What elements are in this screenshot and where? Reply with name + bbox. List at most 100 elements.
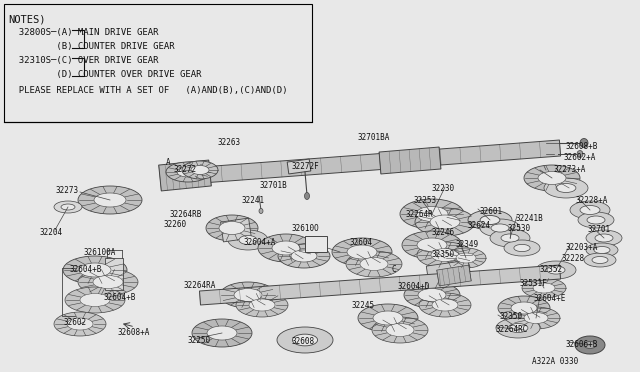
Ellipse shape xyxy=(504,240,540,256)
Ellipse shape xyxy=(220,282,276,308)
Polygon shape xyxy=(200,265,561,305)
Ellipse shape xyxy=(430,215,460,229)
Ellipse shape xyxy=(480,219,520,237)
Ellipse shape xyxy=(511,302,537,314)
Text: A: A xyxy=(166,158,171,167)
Text: 326100A: 326100A xyxy=(83,248,115,257)
Ellipse shape xyxy=(305,192,310,199)
Polygon shape xyxy=(221,218,252,242)
Ellipse shape xyxy=(533,283,555,293)
Ellipse shape xyxy=(93,276,123,289)
Ellipse shape xyxy=(78,186,142,214)
Text: 32272: 32272 xyxy=(174,165,197,174)
Ellipse shape xyxy=(416,206,448,221)
Ellipse shape xyxy=(277,327,333,353)
Ellipse shape xyxy=(386,324,414,337)
Ellipse shape xyxy=(78,269,138,295)
Ellipse shape xyxy=(544,178,588,198)
Text: 32310S─(C) OVER DRIVE GEAR: 32310S─(C) OVER DRIVE GEAR xyxy=(8,56,159,65)
Ellipse shape xyxy=(239,235,257,244)
Ellipse shape xyxy=(191,166,209,174)
Ellipse shape xyxy=(446,248,486,268)
Text: 32273: 32273 xyxy=(56,186,79,195)
Ellipse shape xyxy=(595,234,613,242)
Ellipse shape xyxy=(417,242,473,268)
Ellipse shape xyxy=(594,247,610,253)
Text: 32250: 32250 xyxy=(188,336,211,345)
Text: 32531F: 32531F xyxy=(519,279,547,288)
Text: (D) COUNTER OVER DRIVE GEAR: (D) COUNTER OVER DRIVE GEAR xyxy=(8,70,202,79)
Text: 32604+E: 32604+E xyxy=(534,294,566,303)
Ellipse shape xyxy=(586,243,618,257)
Text: 32260: 32260 xyxy=(164,220,187,229)
Text: C: C xyxy=(392,265,397,274)
Ellipse shape xyxy=(419,293,471,317)
Ellipse shape xyxy=(480,215,500,224)
Ellipse shape xyxy=(67,318,93,330)
Text: 32350: 32350 xyxy=(499,312,522,321)
Text: 32352: 32352 xyxy=(539,265,562,274)
Text: PLEASE REPLACE WITH A SET OF   (A)AND(B),(C)AND(D): PLEASE REPLACE WITH A SET OF (A)AND(B),(… xyxy=(8,86,287,95)
Ellipse shape xyxy=(432,299,458,311)
Text: 32701B: 32701B xyxy=(259,181,287,190)
Text: 32701BA: 32701BA xyxy=(358,133,390,142)
Text: 32264R: 32264R xyxy=(405,210,433,219)
Ellipse shape xyxy=(346,251,402,277)
Ellipse shape xyxy=(259,208,263,214)
Ellipse shape xyxy=(402,231,462,259)
Ellipse shape xyxy=(431,248,459,262)
Ellipse shape xyxy=(278,244,330,268)
Ellipse shape xyxy=(547,266,565,274)
FancyBboxPatch shape xyxy=(4,4,312,122)
Ellipse shape xyxy=(182,161,218,179)
Polygon shape xyxy=(436,265,471,286)
Text: 32204: 32204 xyxy=(39,228,62,237)
Ellipse shape xyxy=(512,307,560,329)
Text: 32604+A: 32604+A xyxy=(244,238,276,247)
FancyBboxPatch shape xyxy=(305,236,327,252)
Ellipse shape xyxy=(575,336,605,354)
Text: 32264RC: 32264RC xyxy=(495,325,527,334)
Ellipse shape xyxy=(580,138,588,148)
Ellipse shape xyxy=(404,282,460,308)
Text: 32241: 32241 xyxy=(241,196,264,205)
Ellipse shape xyxy=(258,234,314,262)
Ellipse shape xyxy=(249,299,275,311)
Ellipse shape xyxy=(584,341,596,349)
Ellipse shape xyxy=(358,304,418,332)
Text: 32604+D: 32604+D xyxy=(397,282,429,291)
Ellipse shape xyxy=(508,324,528,333)
Ellipse shape xyxy=(292,334,317,346)
Ellipse shape xyxy=(468,210,512,230)
Text: 32203+A: 32203+A xyxy=(566,243,598,252)
Ellipse shape xyxy=(373,311,403,325)
Text: NOTES): NOTES) xyxy=(8,14,45,24)
Text: A322A 0330: A322A 0330 xyxy=(532,357,579,366)
Ellipse shape xyxy=(524,165,580,191)
Text: 32245: 32245 xyxy=(351,301,374,310)
Text: 32264RA: 32264RA xyxy=(184,281,216,290)
Text: 32602: 32602 xyxy=(63,318,86,327)
Text: 32263: 32263 xyxy=(218,138,241,147)
Ellipse shape xyxy=(206,215,258,241)
Ellipse shape xyxy=(580,205,600,215)
Text: (B) COUNTER DRIVE GEAR: (B) COUNTER DRIVE GEAR xyxy=(8,42,175,51)
Ellipse shape xyxy=(372,317,428,343)
Ellipse shape xyxy=(587,216,605,224)
Text: 32350: 32350 xyxy=(432,250,455,259)
Ellipse shape xyxy=(332,238,392,266)
Text: 32606+B: 32606+B xyxy=(566,340,598,349)
Ellipse shape xyxy=(592,257,608,263)
Text: 32608: 32608 xyxy=(291,337,314,346)
Text: 32701: 32701 xyxy=(588,225,611,234)
Ellipse shape xyxy=(417,238,447,252)
Ellipse shape xyxy=(498,296,550,320)
Text: 32608+B: 32608+B xyxy=(565,142,597,151)
Ellipse shape xyxy=(79,263,111,277)
Ellipse shape xyxy=(456,253,476,263)
Ellipse shape xyxy=(80,294,110,307)
Ellipse shape xyxy=(570,201,610,219)
Ellipse shape xyxy=(522,278,566,298)
Ellipse shape xyxy=(514,244,530,251)
Ellipse shape xyxy=(219,221,245,234)
